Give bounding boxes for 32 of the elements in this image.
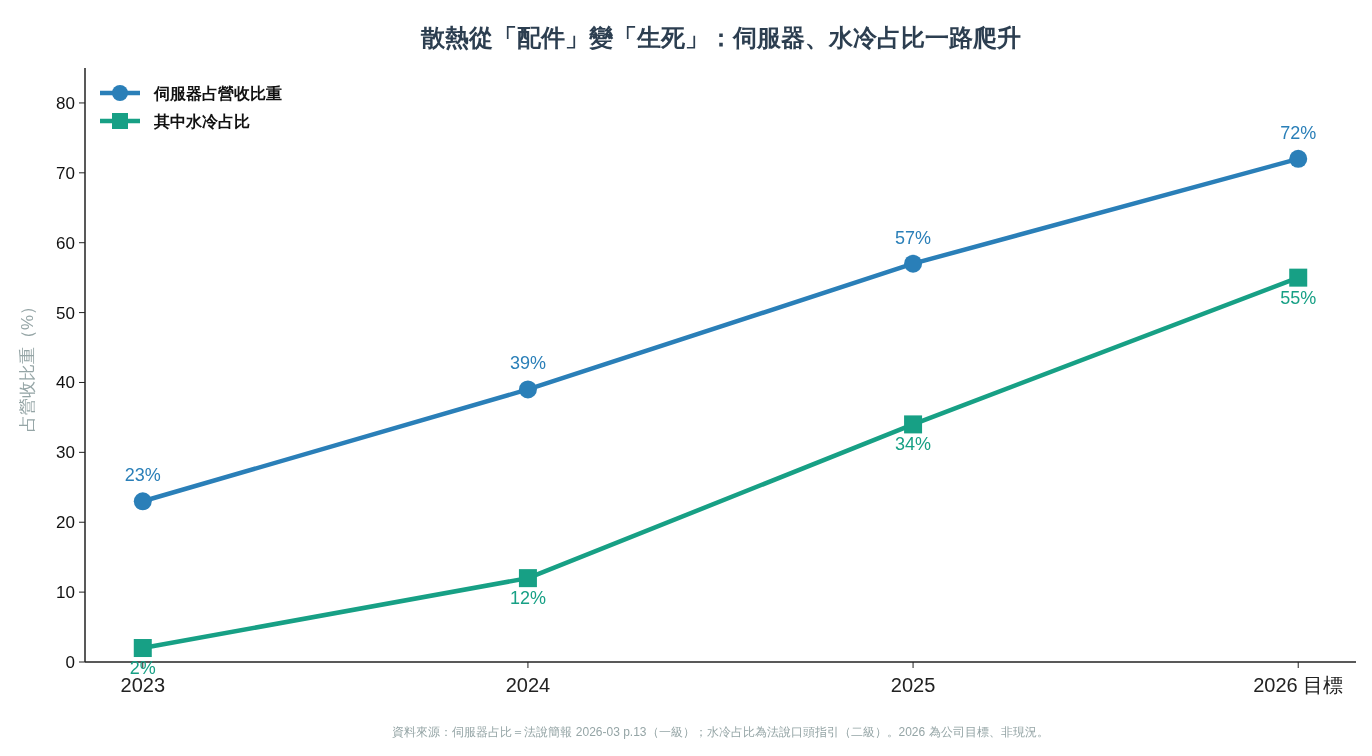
data-label: 55% — [1280, 287, 1317, 308]
data-label: 12% — [509, 588, 546, 609]
point — [518, 380, 537, 399]
data-label: 34% — [895, 434, 932, 455]
point — [904, 415, 923, 434]
data-label: 39% — [509, 353, 546, 374]
legend-label: 其中水冷占比 — [153, 112, 250, 130]
y-tick-label: 50 — [56, 303, 75, 323]
y-tick-label: 70 — [56, 163, 75, 183]
y-tick-label: 60 — [56, 233, 75, 253]
point — [518, 569, 537, 588]
x-tick-label: 2024 — [505, 674, 551, 696]
chart-title: 散熱從「配件」變「生死」：伺服器、水冷占比一路爬升 — [419, 24, 1021, 51]
point — [904, 254, 923, 273]
y-tick-label: 20 — [56, 513, 75, 533]
data-label: 57% — [895, 227, 932, 248]
data-label: 72% — [1280, 122, 1317, 143]
x-tick-label: 2025 — [890, 674, 936, 696]
y-tick-label: 80 — [56, 93, 75, 113]
y-tick-label: 0 — [65, 652, 75, 672]
point — [1289, 268, 1308, 287]
y-axis-title: 占營收比重（%） — [18, 297, 37, 433]
point — [133, 639, 152, 658]
y-tick-label: 40 — [56, 373, 75, 393]
point — [133, 492, 152, 511]
point — [1289, 149, 1308, 168]
y-tick-label: 10 — [56, 583, 75, 603]
x-tick-label: 2026 目標 — [1253, 674, 1344, 696]
data-label: 23% — [124, 465, 161, 486]
legend-label: 伺服器占營收比重 — [153, 84, 282, 102]
source-note: 資料來源：伺服器占比＝法說簡報 2026-03 p.13（一級）；水冷占比為法說口頭指引（二級）。2026 為公司目標、非現況。 — [392, 725, 1049, 739]
y-tick-label: 30 — [56, 443, 75, 463]
